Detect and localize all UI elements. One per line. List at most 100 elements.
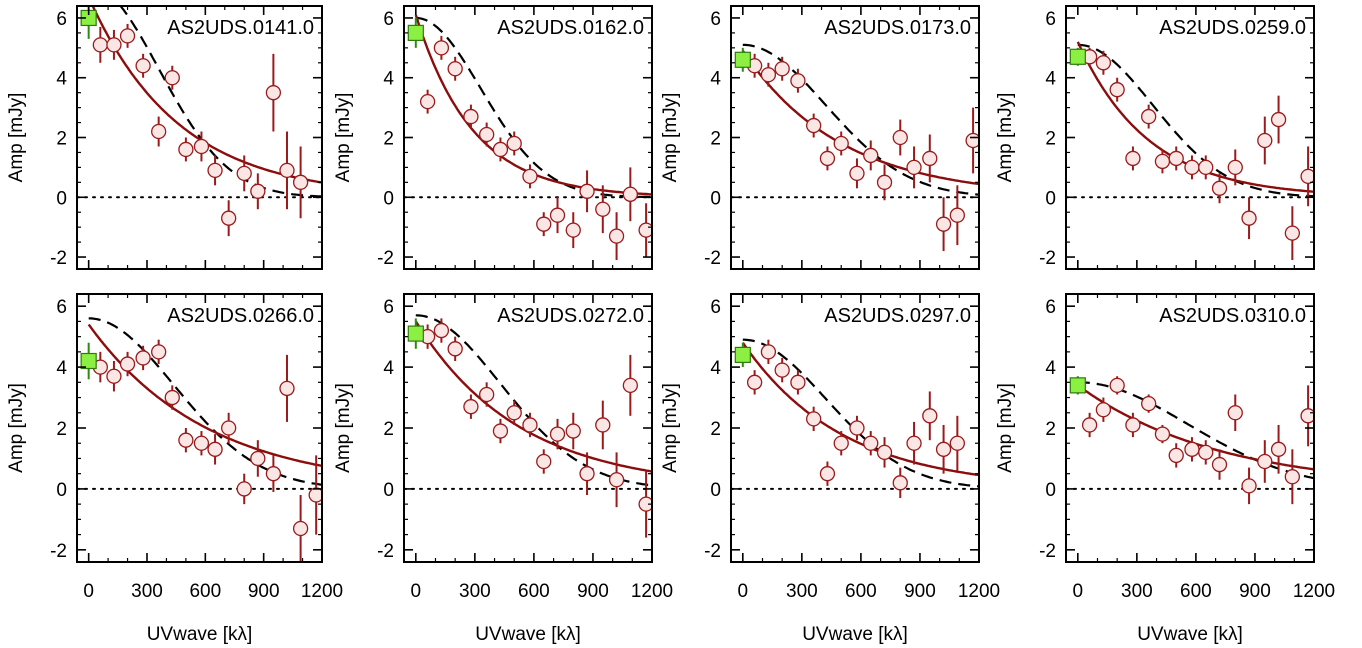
panel-title: AS2UDS.0310.0 — [1159, 305, 1306, 327]
panel-title: AS2UDS.0266.0 — [167, 305, 314, 327]
y-tick-label: 0 — [710, 480, 721, 501]
model-fit-curve — [414, 320, 652, 473]
x-tick-label: 300 — [459, 581, 491, 602]
y-tick-label: -2 — [50, 541, 67, 562]
y-tick-label: 4 — [56, 358, 67, 379]
data-point — [1227, 159, 1243, 176]
x-tick-label: 1200 — [301, 581, 343, 602]
panel-frame — [1065, 5, 1315, 270]
y-axis-label: Amp [mJy] — [333, 93, 354, 183]
y-tick-label: 0 — [710, 188, 721, 209]
single-dish-marker — [1069, 377, 1086, 394]
y-tick-label: 4 — [56, 69, 67, 90]
data-point — [447, 341, 463, 357]
data-point — [1227, 405, 1243, 421]
x-tick-label: 0 — [83, 581, 94, 602]
data-point — [193, 435, 210, 451]
y-tick-label: -2 — [1039, 248, 1056, 269]
data-point — [774, 61, 790, 77]
data-point — [863, 147, 879, 164]
data-point — [236, 481, 252, 497]
data-point — [1241, 210, 1257, 226]
y-tick-label: 0 — [56, 188, 67, 209]
data-point — [151, 344, 167, 360]
y-tick-label: -2 — [377, 248, 394, 269]
data-point — [178, 141, 194, 158]
data-point — [935, 441, 952, 457]
data-point — [1095, 402, 1112, 418]
x-tick-label: 900 — [577, 581, 609, 602]
y-tick-label: 2 — [1045, 419, 1056, 440]
data-point — [164, 389, 180, 406]
y-tick-label: 4 — [383, 358, 394, 379]
data-point — [292, 520, 309, 537]
data-point — [492, 423, 509, 439]
data-point — [760, 67, 777, 83]
data-point — [819, 150, 836, 167]
data-point — [522, 417, 538, 433]
x-tick-label: 0 — [411, 581, 422, 602]
y-tick-label: -2 — [50, 248, 67, 269]
model-fit-curve — [741, 50, 979, 186]
data-point — [135, 58, 151, 74]
data-point — [595, 201, 611, 217]
y-tick-label: 6 — [710, 9, 721, 30]
data-point — [1198, 159, 1214, 176]
data-point — [579, 183, 595, 199]
data-point — [221, 210, 237, 226]
data-point — [265, 85, 282, 101]
y-axis-label: Amp [mJy] — [6, 383, 27, 473]
x-tick-label: 600 — [189, 581, 221, 602]
y-tick-label: 6 — [56, 297, 67, 318]
data-point — [119, 28, 136, 44]
y-tick-label: -2 — [1039, 541, 1056, 562]
data-point — [506, 405, 522, 421]
data-point — [1141, 395, 1157, 412]
panel-title: AS2UDS.0141.0 — [167, 17, 314, 39]
model-fit-curve — [741, 342, 979, 477]
data-point — [536, 216, 552, 232]
y-axis-label: Amp [mJy] — [995, 383, 1016, 473]
data-point — [935, 216, 952, 232]
x-tick-label: 600 — [518, 581, 550, 602]
data-point — [1154, 153, 1171, 170]
data-point — [178, 432, 194, 448]
data-point — [922, 150, 938, 167]
data-point — [447, 61, 463, 77]
data-point — [506, 135, 522, 152]
data-point — [1095, 55, 1112, 71]
data-point — [1154, 426, 1171, 442]
data-point — [135, 350, 151, 366]
y-tick-label: 0 — [1045, 188, 1056, 209]
data-point — [876, 444, 893, 461]
dashed-model-curve — [1077, 43, 1314, 198]
y-tick-label: 6 — [383, 297, 394, 318]
data-point — [608, 228, 625, 244]
data-point — [479, 126, 495, 143]
y-tick-label: 2 — [1045, 129, 1056, 150]
data-point — [876, 174, 893, 190]
data-point — [164, 70, 180, 86]
data-point — [1109, 377, 1125, 394]
data-point — [1300, 168, 1314, 185]
y-tick-label: 6 — [1045, 297, 1056, 318]
data-point — [236, 165, 252, 182]
single-dish-marker — [734, 51, 751, 68]
data-point — [1270, 441, 1287, 457]
panel-title: AS2UDS.0297.0 — [824, 305, 971, 327]
y-axis-label: Amp [mJy] — [660, 383, 681, 473]
x-tick-label: 600 — [845, 581, 877, 602]
data-point — [622, 377, 638, 394]
data-point — [207, 162, 223, 179]
data-point — [760, 344, 777, 360]
panel-frame — [1065, 293, 1315, 563]
x-axis-label: UVwave [kλ] — [147, 624, 253, 645]
data-point — [549, 207, 566, 223]
y-tick-label: 4 — [710, 69, 721, 90]
y-tick-label: 6 — [710, 297, 721, 318]
x-axis-label: UVwave [kλ] — [802, 624, 908, 645]
y-tick-label: 6 — [56, 9, 67, 30]
single-dish-marker — [80, 352, 97, 370]
data-point — [1211, 180, 1228, 196]
y-tick-label: 2 — [710, 419, 721, 440]
